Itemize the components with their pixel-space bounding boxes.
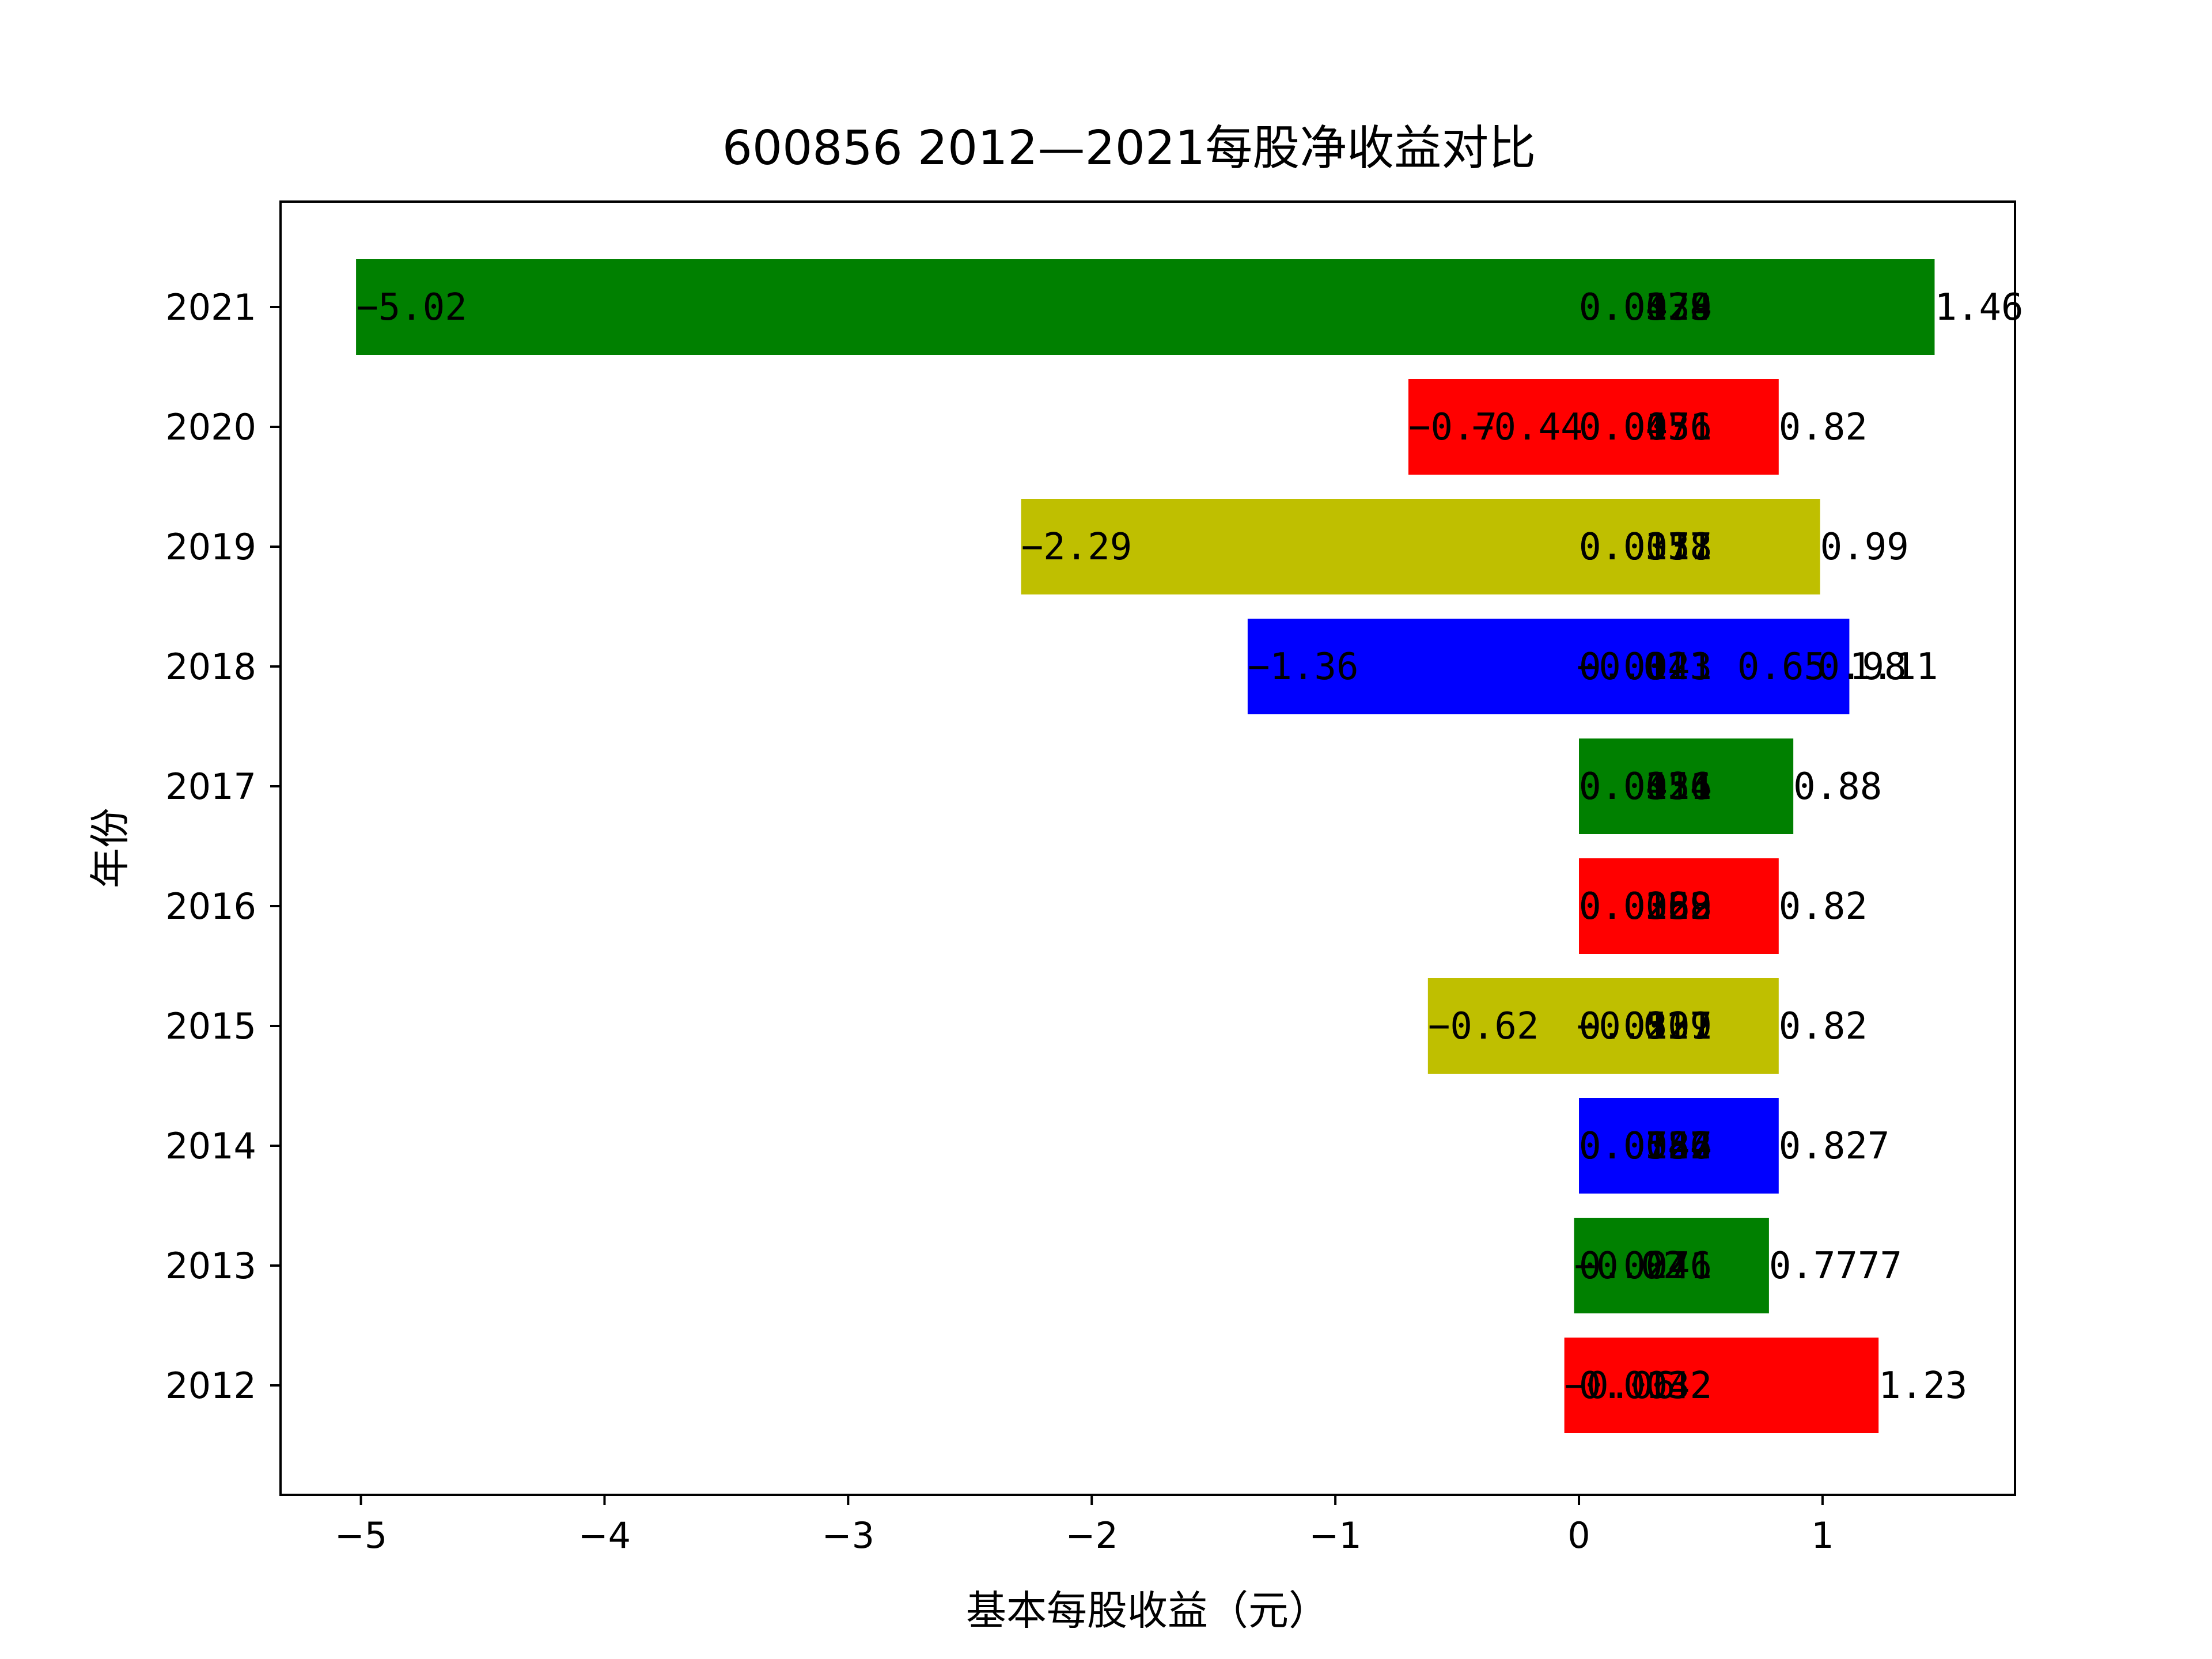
x-axis-label: 基本每股收益（元） [966,1587,1329,1634]
data-label: 0.0036 [1579,406,1712,449]
bar-2015 [1427,978,1779,1074]
data-label: 0.65 [1737,646,1826,688]
data-label: −2.29 [1021,526,1132,569]
data-label: 0.0451 [1579,406,1712,449]
data-label: 0.0057 [1579,526,1712,569]
y-tick-label: 2020 [165,406,256,448]
data-label: 0.0478 [1579,286,1712,329]
data-label: 0.0043 [1579,646,1712,688]
data-label: −0.7 [1408,406,1497,449]
bar-2012 [1564,1338,1879,1433]
data-label: −5.02 [356,286,467,329]
chart-title: 600856 2012—2021每股净收益对比 [722,121,1536,176]
data-label: 0.0537 [1579,1005,1712,1048]
data-label: 0.0178 [1579,526,1712,569]
data-label: 0.88 [1793,766,1882,808]
data-label: −0.44 [1472,406,1583,449]
bars-layer [356,259,1935,1433]
data-label: 0.82 [1779,885,1868,928]
data-label: 0.0426 [1579,766,1712,808]
y-tick-label: 2015 [165,1005,256,1047]
x-tick-label: −1 [1309,1514,1361,1556]
data-label: 0.7777 [1769,1245,1902,1287]
bar-2020 [1408,379,1779,475]
data-label: −0.01 [1577,646,1688,688]
data-label: 0.0042 [1579,1365,1712,1407]
data-label: −0.01 [1577,1005,1688,1048]
data-label: 0.0544 [1579,1125,1712,1168]
data-label: 0.82 [1779,1005,1868,1048]
data-label: 0.0023 [1579,286,1712,329]
data-label: 0.0331 [1579,526,1712,569]
data-label: 1.46 [1934,286,2023,329]
y-axis: 2012 2013 2014 2015 2016 2017 2018 2019 2020 2021 [165,286,281,1407]
y-tick-label: 2013 [165,1245,256,1287]
x-tick-label: −2 [1066,1514,1118,1556]
bar-2014 [1579,1098,1779,1194]
data-label: 0.0334 [1579,766,1712,808]
data-label: 0.0201 [1579,1005,1712,1048]
data-label: 0.98 [1817,646,1906,688]
data-label: −0.62 [1428,1005,1539,1048]
x-tick-label: −4 [578,1514,631,1556]
data-label: 0.0246 [1579,1245,1712,1287]
data-label: 0.99 [1820,526,1909,569]
data-label: 0.82 [1779,406,1868,449]
data-label: 1.23 [1878,1365,1967,1407]
bar-2021 [356,259,1935,355]
data-label: 0.0011 [1579,766,1712,808]
y-tick-label: 2019 [165,526,256,568]
data-label: 0.0121 [1579,646,1712,688]
data-label: 0.0228 [1579,885,1712,928]
x-tick-label: 0 [1567,1514,1590,1556]
data-label: 0.827 [1779,1125,1890,1168]
data-label: 0.0071 [1579,1245,1712,1287]
x-tick-label: −3 [822,1514,874,1556]
y-axis-label: 年份 [86,808,134,888]
x-axis: −5 −4 −3 −2 −1 0 1 [335,1495,1834,1556]
x-tick-label: −5 [335,1514,387,1556]
data-label: −0.06 [1565,1365,1676,1407]
data-label: 0.0127 [1579,1125,1712,1168]
y-tick-label: 2012 [165,1365,256,1407]
x-tick-label: 1 [1811,1514,1834,1556]
data-label: 0.0156 [1579,766,1712,808]
y-tick-label: 2014 [165,1125,256,1167]
data-label: 0.0082 [1579,885,1712,928]
bar-2016 [1579,858,1779,954]
bar-2013 [1574,1218,1769,1313]
data-label: 0.0132 [1579,1365,1712,1407]
y-tick-label: 2017 [165,766,256,808]
data-label: 0.0339 [1579,286,1712,329]
y-tick-label: 2016 [165,885,256,927]
data-label: 0.0159 [1579,885,1712,928]
bar-2018 [1247,619,1850,714]
data-label: 0.0786 [1579,1125,1712,1168]
data-label: 0.0171 [1579,406,1712,449]
data-label: −0.02 [1574,1245,1685,1287]
y-tick-label: 2021 [165,286,256,328]
data-label: 1.11 [1849,646,1938,688]
data-label: 0.0363 [1579,885,1712,928]
y-tick-label: 2018 [165,646,256,688]
data-label: 0.0124 [1579,286,1712,329]
bar-2019 [1021,499,1820,594]
data-label: 0.0129 [1579,1005,1712,1048]
bar-2017 [1579,738,1794,834]
data-label: −1.36 [1248,646,1359,688]
data-label: 0.0318 [1579,526,1712,569]
data-label: 0.0052 [1579,1125,1712,1168]
plot-frame [279,200,2016,1496]
